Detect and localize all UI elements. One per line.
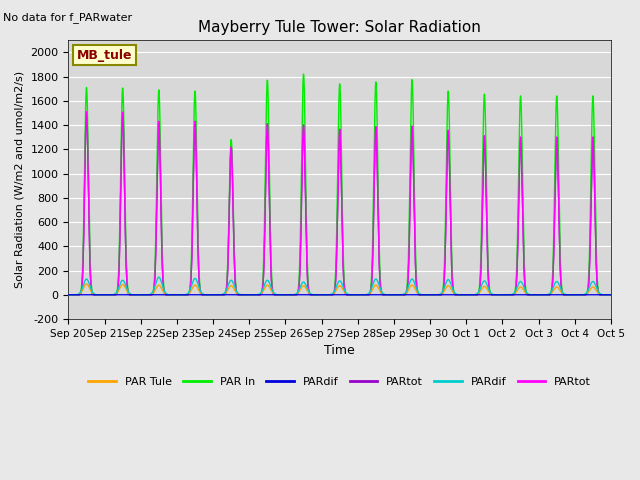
Text: MB_tule: MB_tule bbox=[77, 48, 132, 61]
Text: No data for f_PARwater: No data for f_PARwater bbox=[3, 12, 132, 23]
Y-axis label: Solar Radiation (W/m2 and umol/m2/s): Solar Radiation (W/m2 and umol/m2/s) bbox=[15, 71, 25, 288]
Title: Mayberry Tule Tower: Solar Radiation: Mayberry Tule Tower: Solar Radiation bbox=[198, 20, 481, 35]
X-axis label: Time: Time bbox=[324, 344, 355, 357]
Legend: PAR Tule, PAR In, PARdif, PARtot, PARdif, PARtot: PAR Tule, PAR In, PARdif, PARtot, PARdif… bbox=[84, 373, 596, 392]
